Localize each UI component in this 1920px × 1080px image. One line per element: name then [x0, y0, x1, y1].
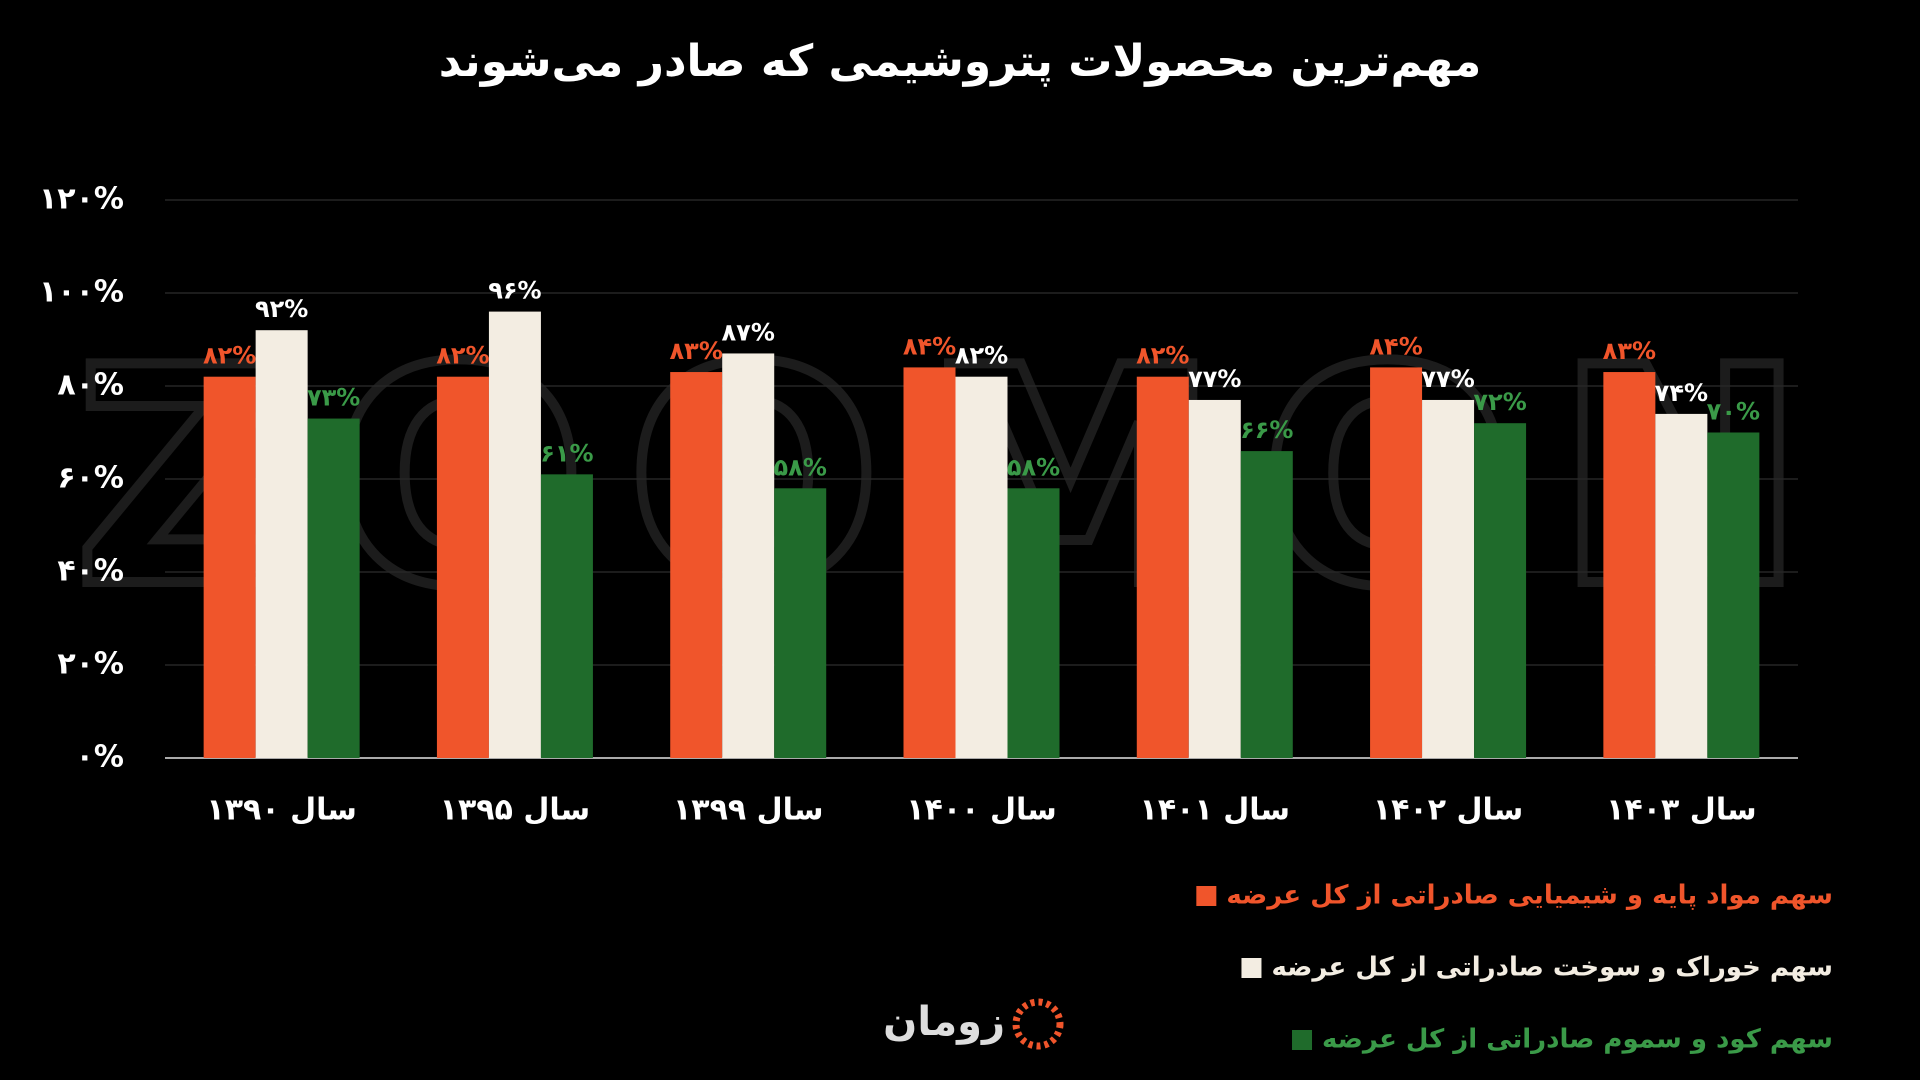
logo: زومان: [883, 998, 1064, 1050]
value-label: ۷۰%: [1707, 398, 1760, 426]
legend-swatch: [1196, 886, 1217, 906]
bar: [1707, 432, 1760, 758]
value-label: ۸۳%: [1603, 337, 1656, 365]
bar: [1422, 399, 1475, 758]
bar: [722, 353, 775, 758]
value-label: ۸۴%: [1369, 332, 1422, 360]
value-label: ۶۶%: [1240, 416, 1293, 444]
value-label: ۸۲%: [955, 342, 1008, 370]
y-tick-label: ۱۰۰%: [39, 275, 124, 310]
bar: [955, 376, 1008, 758]
value-label: ۹۶%: [488, 277, 541, 305]
value-label: ۷۳%: [307, 384, 360, 412]
value-label: ۸۴%: [903, 332, 956, 360]
bar: [203, 376, 256, 758]
x-tick-label: سال ۱۳۹۵: [440, 793, 591, 828]
x-tick-label: سال ۱۴۰۱: [1140, 793, 1291, 828]
x-tick-label: سال ۱۴۰۳: [1606, 793, 1757, 828]
x-tick-label: سال ۱۳۹۹: [673, 793, 824, 828]
value-label: ۷۴%: [1655, 379, 1708, 407]
y-tick-label: ۰%: [76, 740, 124, 775]
y-tick-label: ۶۰%: [57, 461, 124, 496]
bar: [436, 376, 489, 758]
bar: [903, 367, 956, 758]
chart-title: مهم‌ترین محصولات پتروشیمی که صادر می‌شون…: [439, 36, 1482, 87]
value-label: ۸۲%: [436, 342, 489, 370]
bar: [1474, 423, 1527, 758]
value-label: ۷۷%: [1188, 365, 1241, 393]
value-label: ۸۷%: [722, 318, 775, 346]
bar: [1370, 367, 1423, 758]
legend-label: سهم کود و سموم صادراتی از کل عرضه: [1322, 1025, 1833, 1055]
legend-swatch: [1241, 958, 1262, 978]
bar: [1136, 376, 1189, 758]
legend-label: سهم خوراک و سوخت صادراتی از کل عرضه: [1271, 953, 1833, 983]
bar: [1655, 413, 1708, 758]
value-label: ۵۸%: [774, 453, 827, 481]
bar: [307, 418, 360, 758]
bar: [670, 372, 723, 758]
y-tick-label: ۲۰%: [57, 647, 124, 682]
bar: [540, 474, 593, 758]
value-label: ۸۳%: [670, 337, 723, 365]
bar: [1007, 488, 1060, 758]
y-tick-label: ۸۰%: [57, 368, 124, 403]
value-label: ۶۱%: [540, 439, 593, 467]
y-tick-label: ۱۲۰%: [39, 182, 124, 217]
x-tick-label: سال ۱۴۰۲: [1373, 793, 1524, 828]
value-label: ۸۲%: [203, 342, 256, 370]
logo-icon: [1012, 998, 1064, 1050]
bar: [488, 311, 541, 758]
value-label: ۵۸%: [1007, 453, 1060, 481]
bar: [774, 488, 827, 758]
legend-label: سهم مواد پایه و شیمیایی صادراتی از کل عر…: [1226, 881, 1833, 911]
bar: [255, 330, 308, 758]
bar: [1603, 372, 1656, 758]
x-tick-label: سال ۱۴۰۰: [906, 793, 1057, 828]
legend-swatch: [1292, 1030, 1313, 1050]
value-label: ۸۲%: [1136, 342, 1189, 370]
value-label: ۷۲%: [1473, 388, 1526, 416]
bar: [1240, 451, 1293, 758]
y-tick-label: ۴۰%: [57, 554, 124, 589]
bar: [1188, 399, 1241, 758]
value-label: ۷۷%: [1421, 365, 1474, 393]
logo-text: زومان: [883, 999, 1005, 1045]
value-label: ۹۲%: [255, 295, 308, 323]
x-tick-label: سال ۱۳۹۰: [206, 793, 357, 828]
